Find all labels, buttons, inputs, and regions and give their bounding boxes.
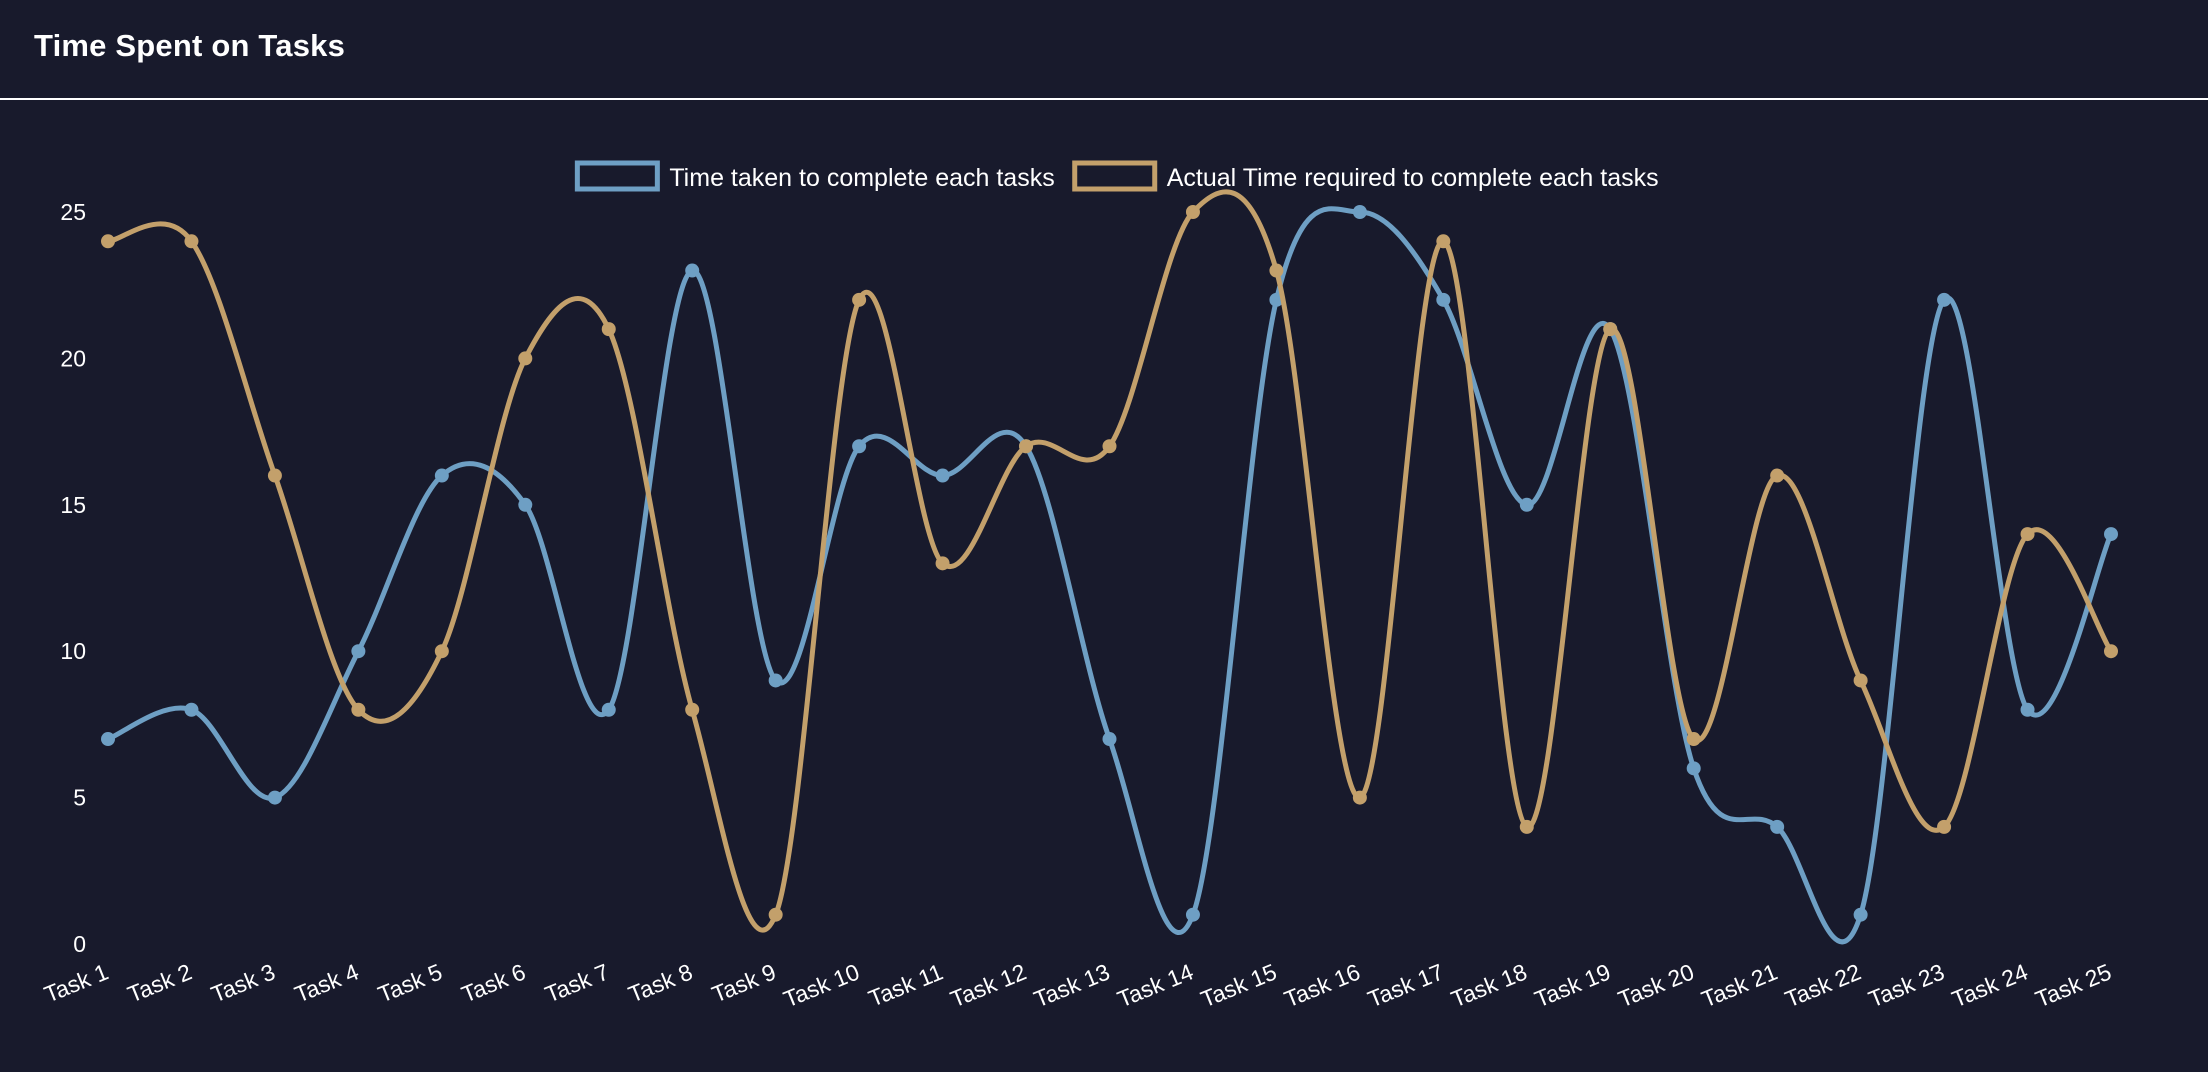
chart-legend: Time taken to complete each tasks Actual … [574,160,1659,192]
legend-item-time-taken[interactable]: Time taken to complete each tasks [574,160,1055,192]
data-point-task-11[interactable] [935,556,950,571]
data-point-task-10[interactable] [852,292,867,307]
y-tick-label: 0 [73,931,86,957]
data-point-task-1[interactable] [101,234,115,249]
x-tick-label: Task 16 [1281,959,1364,1013]
data-point-task-8[interactable] [685,263,700,278]
data-point-task-18[interactable] [1519,819,1534,834]
data-point-task-4[interactable] [351,702,366,717]
data-point-task-1[interactable] [101,732,115,747]
series-actual-time-required [101,189,2118,933]
data-point-task-6[interactable] [518,497,533,512]
data-point-task-2[interactable] [184,702,199,717]
data-point-task-3[interactable] [267,790,282,805]
data-point-task-25[interactable] [2104,527,2118,542]
data-point-task-22[interactable] [1853,907,1868,922]
x-tick-label: Task 17 [1364,959,1447,1013]
x-tick-label: Task 6 [458,959,529,1008]
legend-item-actual-time-required[interactable]: Actual Time required to complete each ta… [1072,160,1659,192]
data-point-task-23[interactable] [1937,819,1952,834]
data-point-task-21[interactable] [1770,468,1785,483]
data-point-task-6[interactable] [518,351,533,366]
series-layer [101,189,2118,945]
x-tick-label: Task 2 [124,959,195,1008]
data-point-task-9[interactable] [768,907,783,922]
data-point-task-22[interactable] [1853,673,1868,688]
data-point-task-2[interactable] [184,234,199,249]
data-point-task-20[interactable] [1686,761,1701,776]
header-bar: Time Spent on Tasks [0,0,2208,100]
x-tick-label: Task 3 [207,959,278,1008]
data-point-task-14[interactable] [1185,205,1200,219]
x-tick-label: Task 5 [374,959,445,1008]
data-point-task-13[interactable] [1102,439,1117,454]
x-tick-label: Task 15 [1197,959,1280,1013]
x-tick-label: Task 25 [2032,959,2115,1013]
x-tick-label: Task 18 [1447,959,1530,1013]
data-point-task-5[interactable] [434,644,449,659]
legend-label: Actual Time required to complete each ta… [1167,164,1659,192]
data-point-task-3[interactable] [267,468,282,483]
data-point-task-13[interactable] [1102,732,1117,747]
x-tick-label: Task 20 [1614,959,1697,1013]
data-point-task-17[interactable] [1436,292,1451,307]
x-tick-label: Task 12 [947,959,1030,1013]
data-point-task-23[interactable] [1937,292,1952,307]
x-tick-label: Task 13 [1030,959,1113,1013]
legend-swatch [574,160,660,192]
data-point-task-5[interactable] [434,468,449,483]
y-tick-label: 25 [60,199,86,225]
x-tick-label: Task 1 [40,959,111,1008]
x-tick-label: Task 19 [1531,959,1614,1013]
series-time-taken [101,205,2118,945]
x-tick-label: Task 24 [1948,958,2031,1012]
x-tick-label: Task 11 [865,959,947,1012]
y-tick-label: 10 [60,638,86,664]
data-point-task-20[interactable] [1686,732,1701,747]
data-point-task-19[interactable] [1603,322,1618,337]
data-point-task-24[interactable] [2020,702,2035,717]
data-point-task-4[interactable] [351,644,366,659]
legend-label: Time taken to complete each tasks [669,164,1054,192]
y-tick-label: 5 [73,785,86,811]
page-title: Time Spent on Tasks [34,28,346,63]
data-point-task-25[interactable] [2104,644,2118,659]
data-point-task-10[interactable] [852,439,867,454]
data-point-task-7[interactable] [601,702,616,717]
x-tick-label: Task 7 [541,959,612,1008]
x-tick-label: Task 23 [1865,959,1948,1013]
x-tick-label: Task 8 [625,959,696,1008]
x-tick-label: Task 22 [1781,959,1864,1013]
data-point-task-12[interactable] [1019,439,1034,454]
data-point-task-8[interactable] [685,702,700,717]
x-tick-label: Task 14 [1114,958,1197,1012]
data-point-task-11[interactable] [935,468,950,483]
data-point-task-9[interactable] [768,673,783,688]
data-point-task-15[interactable] [1269,263,1284,278]
x-tick-label: Task 10 [780,959,863,1013]
data-point-task-18[interactable] [1519,497,1534,512]
legend-swatch [1072,160,1158,192]
x-tick-label: Task 21 [1698,959,1781,1013]
series-line [107,206,2114,945]
y-tick-label: 20 [60,345,86,371]
series-line [107,189,2114,933]
data-point-task-14[interactable] [1185,907,1200,922]
data-point-task-16[interactable] [1352,205,1367,219]
x-tick-label: Task 9 [708,959,779,1008]
y-tick-label: 15 [60,492,86,518]
data-point-task-17[interactable] [1436,234,1451,249]
y-axis: 0 5 10 15 20 25 [60,199,86,957]
data-point-task-16[interactable] [1352,790,1367,805]
x-axis: Task 1 Task 2 Task 3 Task 4 Task 5 Task 6 Task… [40,958,2114,1012]
data-point-task-24[interactable] [2020,527,2035,542]
data-point-task-7[interactable] [601,322,616,337]
x-tick-label: Task 4 [291,958,363,1007]
data-point-task-21[interactable] [1770,819,1785,834]
